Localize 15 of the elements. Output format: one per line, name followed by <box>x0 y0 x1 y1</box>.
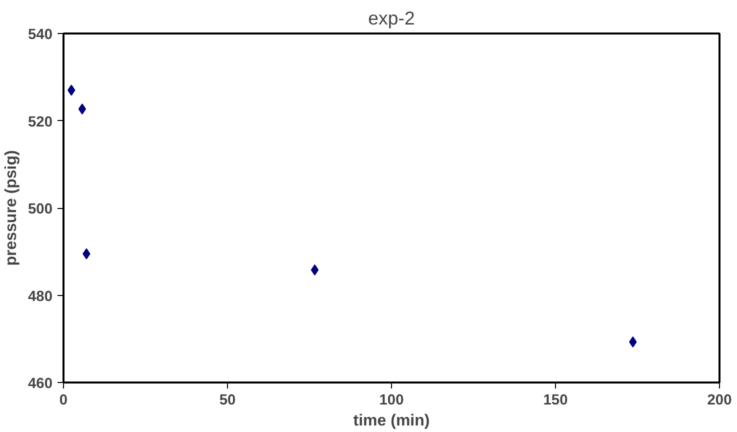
y-tick-label: 540 <box>28 27 53 43</box>
y-tick-label: 480 <box>28 288 53 305</box>
point <box>310 264 319 276</box>
x-tick-label: 0 <box>59 392 68 408</box>
x-tick-label: 150 <box>543 392 568 408</box>
y-tick-label: 520 <box>28 114 53 130</box>
x-tick-label: 50 <box>219 392 236 408</box>
chart-title: exp-2 <box>368 8 415 28</box>
x-tick-label: 100 <box>379 392 404 408</box>
y-tick-label: 500 <box>28 202 53 218</box>
x-axis-title: time (min) <box>353 412 430 430</box>
y-tick-label: 460 <box>28 376 53 392</box>
y-axis-title: pressure (psig) <box>3 150 20 266</box>
x-tick-label: 200 <box>707 392 732 408</box>
point <box>78 103 86 114</box>
